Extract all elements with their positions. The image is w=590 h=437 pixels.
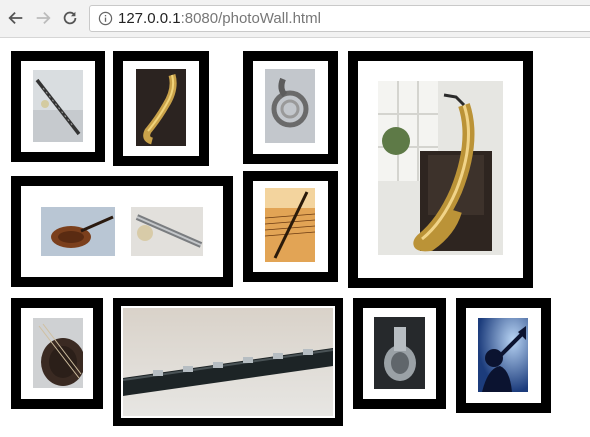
saxophone-photo [136, 69, 186, 146]
tuba-photo [374, 317, 425, 389]
clarinet-closeup-photo [123, 308, 333, 416]
cello-photo [33, 318, 83, 388]
photo-frame[interactable] [11, 176, 233, 287]
sheet-music-photo [265, 188, 315, 262]
photo-frame[interactable] [456, 298, 551, 413]
clarinet-photo [33, 70, 83, 142]
photo-frame[interactable] [243, 51, 338, 164]
trumpet-photo [478, 318, 528, 392]
info-icon[interactable] [98, 11, 113, 26]
photo-wall [0, 38, 590, 437]
reload-icon [63, 11, 77, 25]
address-bar[interactable]: 127.0.0.1:8080/photoWall.html [89, 5, 590, 32]
back-button[interactable] [4, 6, 28, 30]
photo-frame[interactable] [348, 51, 533, 288]
url-path: :8080/photoWall.html [180, 10, 321, 27]
photo-frame[interactable] [243, 171, 338, 282]
saxophone-chair-photo [378, 81, 503, 255]
photo-frame[interactable] [113, 298, 343, 426]
photo-frame[interactable] [353, 298, 446, 409]
photo-frame[interactable] [113, 51, 209, 166]
url-host: 127.0.0.1 [118, 10, 181, 27]
photo-frame[interactable] [11, 51, 105, 162]
violin-photo [41, 207, 115, 256]
reload-button[interactable] [58, 6, 82, 30]
back-arrow-icon [8, 11, 23, 25]
flute-photo [131, 207, 203, 256]
forward-arrow-icon [36, 11, 51, 25]
browser-toolbar: 127.0.0.1:8080/photoWall.html [0, 0, 590, 38]
url-text[interactable]: 127.0.0.1:8080/photoWall.html [118, 10, 321, 27]
photo-frame[interactable] [11, 298, 103, 409]
french-horn-photo [265, 69, 315, 143]
forward-button[interactable] [31, 6, 55, 30]
